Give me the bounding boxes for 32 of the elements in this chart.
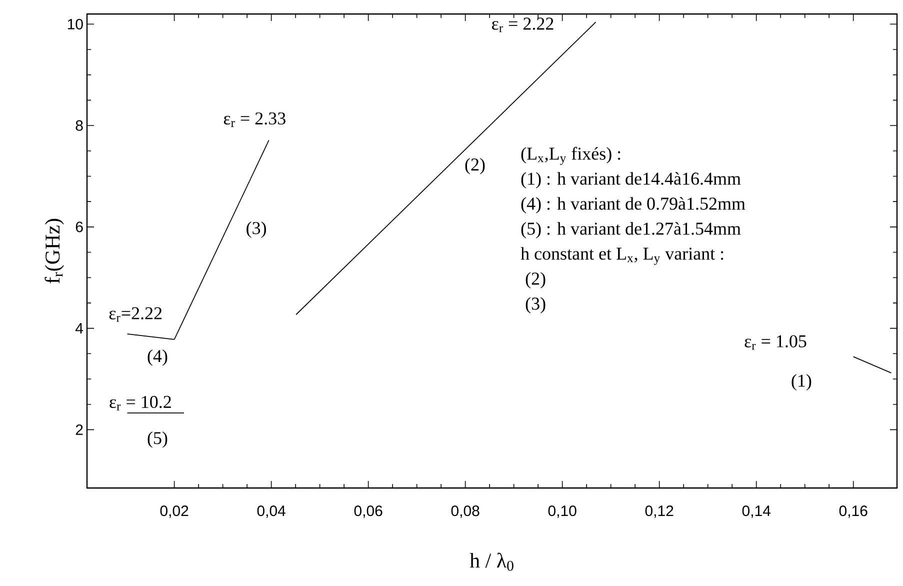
annotation: (1) xyxy=(792,374,812,390)
y-tick-label: 2 xyxy=(76,424,83,435)
y-tick-label: 10 xyxy=(68,18,83,30)
y-tick-label: 6 xyxy=(76,222,83,232)
x-axis-title: h / λ$_{0}$ xyxy=(470,552,514,571)
x-tick-label: 0,16 xyxy=(839,506,868,518)
x-tick-label: 0,04 xyxy=(257,506,286,518)
annotation: (2) xyxy=(465,158,485,174)
y-axis-title: f$_{r}$(GHz) xyxy=(44,218,64,284)
annotation: ε$_{r}$ = 2.33 xyxy=(224,112,286,127)
annotation: h constant et L$_{x}$, L$_{y}$ variant : xyxy=(520,247,724,265)
annotation: (4) xyxy=(148,349,168,366)
annotation: ε$_{r}$ = 1.05 xyxy=(744,335,806,350)
annotation: (5) xyxy=(148,431,168,448)
annotation: (2) xyxy=(526,272,546,288)
y-tick-label: 8 xyxy=(76,120,83,131)
annotation: ε$_{r}$ = 10.2 xyxy=(110,396,171,410)
annotation: ε$_{r}$=2.22 xyxy=(109,307,162,322)
x-tick-label: 0,06 xyxy=(354,506,382,518)
annotation: (L$_{x}$,L$_{y}$ fixés) : xyxy=(521,146,620,165)
x-tick-label: 0,02 xyxy=(160,506,188,518)
x-tick-label: 0,10 xyxy=(548,506,576,518)
x-tick-label: 0,14 xyxy=(742,506,771,518)
x-tick-label: 0,12 xyxy=(645,506,674,518)
annotation: (3) xyxy=(246,222,266,238)
annotation: (1) : h variant de14.4à16.4mm xyxy=(521,172,741,188)
x-tick-label: 0,08 xyxy=(451,506,480,518)
annotation: (3) xyxy=(526,297,546,314)
annotation: (5) : h variant de1.27à1.54mm xyxy=(521,222,741,238)
y-tick-label: 4 xyxy=(75,323,84,334)
annotation: ε$_{r}$ = 2.22 xyxy=(492,18,554,32)
annotation: (4) : h variant de 0.79à1.52mm xyxy=(521,197,746,214)
